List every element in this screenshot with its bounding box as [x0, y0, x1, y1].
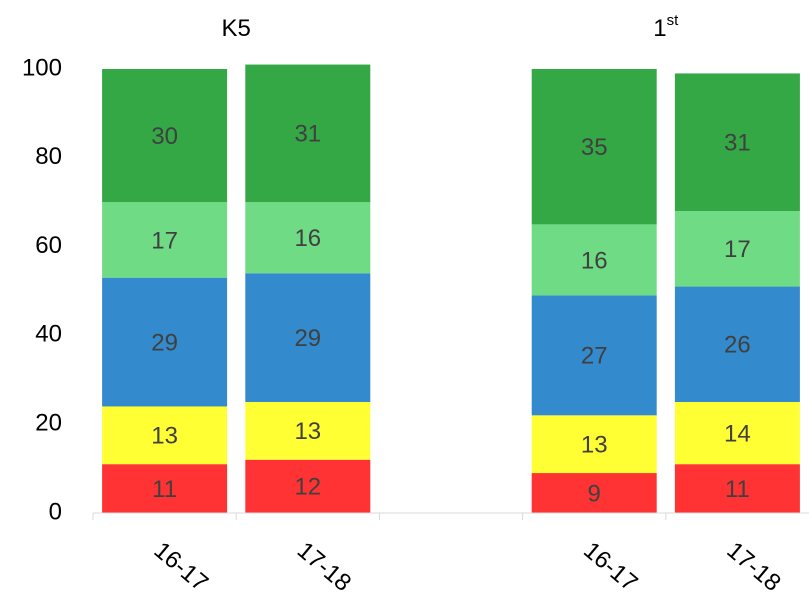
- data-label: 17: [151, 227, 178, 254]
- bar-segment: [102, 464, 228, 513]
- data-label: 27: [581, 343, 608, 370]
- data-label: 9: [588, 480, 601, 507]
- bar-segment: [245, 273, 371, 402]
- bar-segment: [102, 69, 228, 203]
- data-label: 29: [151, 329, 178, 356]
- data-label: 31: [724, 130, 751, 157]
- y-tick-label: 20: [35, 410, 62, 437]
- group-label: K5: [222, 15, 251, 42]
- data-label: 11: [725, 476, 750, 503]
- bar-segment: [245, 202, 371, 274]
- data-label: 30: [151, 123, 178, 150]
- data-label: 14: [724, 420, 751, 447]
- data-label: 13: [581, 432, 608, 459]
- data-label: 29: [294, 325, 321, 352]
- x-tick-label: 17-18: [721, 537, 785, 597]
- bar-segment: [674, 464, 800, 513]
- group-label-superscript: st: [667, 12, 680, 29]
- y-tick-label: 80: [35, 143, 62, 170]
- x-tick-label: 17-18: [292, 537, 356, 597]
- data-label: 16: [581, 247, 608, 274]
- group-label-text: 1: [653, 15, 666, 42]
- group-label-text: K5: [222, 15, 251, 42]
- data-label: 35: [581, 134, 608, 161]
- y-tick-label: 40: [35, 321, 62, 348]
- bar-segment: [531, 224, 657, 296]
- data-label: 16: [294, 225, 321, 252]
- x-tick-label: 16-17: [578, 537, 642, 597]
- bar-segment: [531, 415, 657, 474]
- data-label: 31: [294, 121, 321, 148]
- bar-segment: [102, 406, 228, 465]
- y-tick-label: 0: [49, 498, 62, 525]
- bar-segment: [674, 402, 800, 465]
- bar-segment: [102, 202, 228, 278]
- data-label: 11: [152, 476, 177, 503]
- bar-segment: [531, 295, 657, 416]
- data-label: 13: [294, 418, 321, 445]
- y-tick-label: 100: [22, 54, 62, 81]
- bar-segment: [245, 64, 371, 203]
- x-tick-label: 16-17: [149, 537, 213, 597]
- bar-segment: [102, 277, 228, 407]
- bar-segment: [245, 459, 371, 513]
- bar-segment: [674, 286, 800, 402]
- group-label: 1st: [653, 12, 679, 42]
- data-label: 12: [294, 474, 321, 501]
- y-tick-label: 60: [35, 232, 62, 259]
- data-label: 17: [724, 236, 751, 263]
- bar-segment: [245, 402, 371, 460]
- data-label: 13: [151, 423, 178, 450]
- bar-segment: [531, 69, 657, 225]
- data-label: 26: [724, 332, 751, 359]
- bar-segment: [531, 473, 657, 513]
- bar-segment: [674, 73, 800, 212]
- bar-segment: [674, 211, 800, 287]
